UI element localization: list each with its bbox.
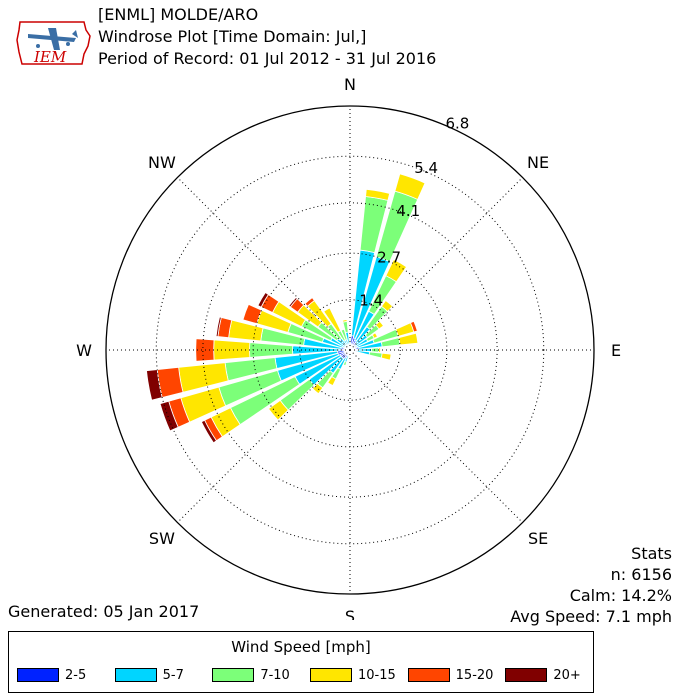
wind-bar-300-20+ bbox=[257, 291, 269, 308]
wind-bar-330-10-15 bbox=[323, 307, 342, 333]
wind-bar-30-10-15 bbox=[385, 259, 408, 283]
legend-swatch bbox=[505, 668, 548, 682]
grid-ring bbox=[299, 299, 401, 401]
wind-bar-350-10-15 bbox=[342, 319, 348, 323]
direction-label-SE: SE bbox=[528, 529, 548, 548]
legend-label: 7-10 bbox=[260, 668, 290, 683]
grid-spoke bbox=[349, 349, 523, 523]
direction-label-W: W bbox=[76, 341, 92, 360]
legend-swatch bbox=[310, 668, 352, 682]
wind-bar-270-10-15 bbox=[213, 339, 251, 361]
wind-bar-0-10-15 bbox=[348, 338, 352, 340]
wind-bar-250-20+ bbox=[159, 400, 179, 432]
wind-bar-260-20+ bbox=[146, 369, 163, 401]
chart-header: [ENML] MOLDE/ARO Windrose Plot [Time Dom… bbox=[98, 4, 436, 70]
wind-bar-310-20+ bbox=[288, 296, 298, 308]
outer-ring bbox=[105, 105, 595, 595]
direction-label-SW: SW bbox=[149, 529, 175, 548]
wind-bar-20-10-15 bbox=[394, 173, 426, 200]
legend-swatch bbox=[407, 668, 450, 682]
wind-bar-200-7-10 bbox=[342, 360, 348, 367]
stats-panel: Stats n: 6156 Calm: 14.2% Avg Speed: 7.1… bbox=[510, 543, 672, 627]
wind-bar-340-7-10 bbox=[340, 328, 348, 341]
wind-bar-100-7-10 bbox=[368, 351, 383, 359]
stats-title: Stats bbox=[631, 544, 672, 563]
generated-date: Generated: 05 Jan 2017 bbox=[8, 602, 200, 621]
airplane-icon bbox=[28, 28, 78, 50]
ring-label: 2.7 bbox=[377, 248, 401, 266]
plot-title: Windrose Plot [Time Domain: Jul,] bbox=[98, 27, 367, 46]
ring-label: 1.4 bbox=[359, 292, 383, 310]
wind-bar-40-10-15 bbox=[380, 299, 394, 312]
wind-bar-70-15-20 bbox=[410, 320, 418, 333]
grid-spoke bbox=[349, 177, 523, 351]
legend-label: 20+ bbox=[553, 668, 581, 683]
legend-label: 2-5 bbox=[65, 668, 87, 683]
wind-bar-10-10-15 bbox=[365, 188, 391, 201]
wind-bar-100-10-15 bbox=[380, 352, 392, 361]
ring-label: 5.4 bbox=[414, 159, 438, 177]
wind-bar-290-15-20 bbox=[242, 303, 263, 325]
station-title: [ENML] MOLDE/ARO bbox=[98, 5, 259, 24]
legend-swatch bbox=[114, 668, 157, 682]
wind-bar-60-10-15 bbox=[371, 332, 378, 339]
wind-bar-80-10-15 bbox=[398, 332, 419, 346]
direction-label-S: S bbox=[345, 607, 355, 620]
iem-logo: IEM bbox=[14, 16, 94, 72]
direction-label-N: N bbox=[344, 75, 356, 94]
windrose-labels: 1.4 2.7 4.1 5.4 6.8 N NE E SE S SW W NW bbox=[76, 75, 621, 620]
wind-bar-280-20+ bbox=[215, 316, 222, 338]
grid-spoke bbox=[177, 177, 351, 351]
wind-bar-320-15-20 bbox=[304, 297, 315, 307]
stats-avg-speed: Avg Speed: 7.1 mph bbox=[510, 607, 672, 626]
grid-ring bbox=[202, 202, 498, 498]
logo-text: IEM bbox=[33, 48, 67, 66]
stats-count: n: 6156 bbox=[610, 565, 672, 584]
wind-bar-270-7-10 bbox=[249, 342, 294, 358]
legend-label: 10-15 bbox=[358, 668, 396, 683]
windrose-chart: 1.4 2.7 4.1 5.4 6.8 N NE E SE S SW W NW bbox=[76, 75, 621, 620]
period-of-record: Period of Record: 01 Jul 2012 - 31 Jul 2… bbox=[98, 49, 437, 68]
direction-label-NE: NE bbox=[527, 153, 549, 172]
wind-bar-270-15-20 bbox=[195, 338, 215, 362]
ring-label-max: 6.8 bbox=[445, 115, 469, 133]
wind-bar-210-10-15 bbox=[327, 376, 337, 387]
wind-speed-legend: Wind Speed [mph] 2-5 5-7 7-10 10-15 15-20 20+ bbox=[8, 631, 594, 693]
legend-label: 15-20 bbox=[455, 668, 494, 683]
ring-label: 4.1 bbox=[396, 202, 420, 220]
direction-label-NW: NW bbox=[148, 153, 176, 172]
legend-label: 5-7 bbox=[162, 668, 184, 683]
legend-swatch bbox=[212, 668, 255, 682]
legend-swatch bbox=[17, 668, 59, 682]
wind-bar-220-10-15 bbox=[311, 382, 324, 395]
wind-bar-110-5-7 bbox=[352, 350, 356, 353]
windrose-grid bbox=[105, 105, 595, 595]
wind-bar-90-10-15 bbox=[378, 347, 381, 353]
wind-bar-240-20+ bbox=[200, 419, 218, 444]
wind-bar-90-7-10 bbox=[371, 347, 380, 353]
iowa-map-icon: IEM bbox=[16, 21, 91, 66]
grid-ring bbox=[155, 155, 545, 545]
wind-bar-230-10-15 bbox=[267, 399, 289, 421]
grid-spoke bbox=[177, 349, 351, 523]
wind-bar-50-10-15 bbox=[375, 320, 385, 330]
stats-calm: Calm: 14.2% bbox=[569, 586, 672, 605]
direction-label-E: E bbox=[611, 341, 621, 360]
windrose-bars bbox=[146, 173, 426, 444]
legend-title: Wind Speed [mph] bbox=[231, 638, 371, 656]
